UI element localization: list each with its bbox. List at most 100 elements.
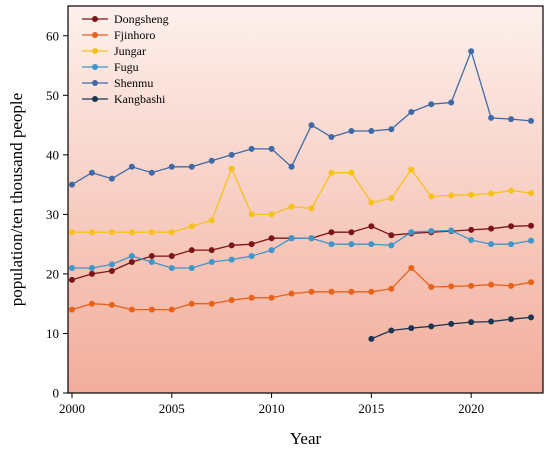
data-point: [208, 247, 215, 254]
data-point: [388, 327, 395, 334]
data-point: [528, 237, 535, 244]
legend-marker: [92, 32, 98, 38]
data-point: [308, 122, 315, 129]
legend-item-fjinhoro: Fjinhoro: [82, 28, 155, 42]
data-point: [468, 319, 475, 326]
data-point: [248, 253, 255, 260]
data-point: [268, 145, 275, 152]
data-point: [148, 259, 155, 266]
data-point: [468, 226, 475, 233]
data-point: [328, 133, 335, 140]
data-point: [508, 282, 515, 289]
data-point: [448, 283, 455, 290]
legend-marker: [92, 80, 98, 86]
data-point: [308, 288, 315, 295]
legend-item-dongsheng: Dongsheng: [82, 12, 169, 26]
y-tick-label: 30: [46, 207, 59, 222]
legend-item-jungar: Jungar: [82, 44, 146, 58]
data-point: [248, 241, 255, 248]
data-point: [208, 217, 215, 224]
legend-marker: [92, 96, 98, 102]
data-point: [428, 228, 435, 235]
data-point: [388, 285, 395, 292]
data-point: [68, 181, 75, 188]
data-point: [128, 259, 135, 266]
plot-area: [68, 6, 543, 393]
data-point: [388, 195, 395, 202]
legend-item-shenmu: Shenmu: [82, 76, 153, 90]
data-point: [428, 193, 435, 200]
data-point: [188, 300, 195, 307]
legend-label: Kangbashi: [114, 92, 166, 106]
data-point: [528, 279, 535, 286]
data-point: [448, 192, 455, 199]
data-point: [488, 190, 495, 197]
data-point: [428, 101, 435, 108]
data-point: [528, 222, 535, 229]
y-tick-label: 0: [53, 386, 60, 401]
data-point: [468, 191, 475, 198]
data-point: [408, 325, 415, 332]
data-point: [268, 235, 275, 242]
series-kangbashi: [368, 314, 535, 342]
data-point: [488, 318, 495, 325]
data-point: [168, 306, 175, 313]
data-point: [128, 229, 135, 236]
x-axis-title: Year: [290, 429, 322, 448]
data-point: [388, 232, 395, 239]
data-point: [308, 205, 315, 212]
data-point: [328, 229, 335, 236]
data-point: [188, 163, 195, 170]
legend-marker: [92, 16, 98, 22]
data-point: [448, 320, 455, 327]
data-point: [508, 116, 515, 123]
data-point: [168, 264, 175, 271]
data-point: [88, 169, 95, 176]
data-point: [408, 166, 415, 173]
data-point: [348, 288, 355, 295]
data-point: [88, 270, 95, 277]
data-point: [348, 169, 355, 176]
x-tick-label: 2010: [259, 401, 285, 416]
data-point: [108, 267, 115, 274]
data-point: [148, 253, 155, 260]
data-point: [128, 306, 135, 313]
data-point: [488, 225, 495, 232]
data-point: [128, 253, 135, 260]
data-point: [108, 301, 115, 308]
y-tick-label: 40: [46, 147, 59, 162]
data-point: [208, 300, 215, 307]
data-point: [368, 199, 375, 206]
data-point: [248, 145, 255, 152]
data-point: [528, 314, 535, 321]
data-point: [528, 189, 535, 196]
data-point: [408, 264, 415, 271]
data-point: [228, 297, 235, 304]
data-point: [208, 259, 215, 266]
data-point: [488, 114, 495, 121]
legend-label: Dongsheng: [114, 12, 169, 26]
data-point: [88, 229, 95, 236]
legend-label: Fugu: [114, 60, 139, 74]
data-point: [168, 253, 175, 260]
series-line: [71, 267, 532, 311]
data-point: [488, 281, 495, 288]
data-point: [368, 288, 375, 295]
legend-label: Fjinhoro: [114, 28, 155, 42]
data-point: [368, 128, 375, 135]
data-point: [348, 241, 355, 248]
series-line: [71, 49, 532, 186]
legend-item-fugu: Fugu: [82, 60, 139, 74]
data-point: [428, 323, 435, 330]
x-tick-label: 2015: [358, 401, 384, 416]
data-point: [368, 241, 375, 248]
data-point: [248, 211, 255, 218]
series-line: [72, 166, 532, 233]
data-point: [148, 229, 155, 236]
data-point: [288, 290, 295, 297]
series-shenmu: [68, 48, 535, 188]
y-axis-title: population/ten thousand people: [7, 93, 26, 306]
data-point: [228, 256, 235, 263]
data-point: [328, 169, 335, 176]
